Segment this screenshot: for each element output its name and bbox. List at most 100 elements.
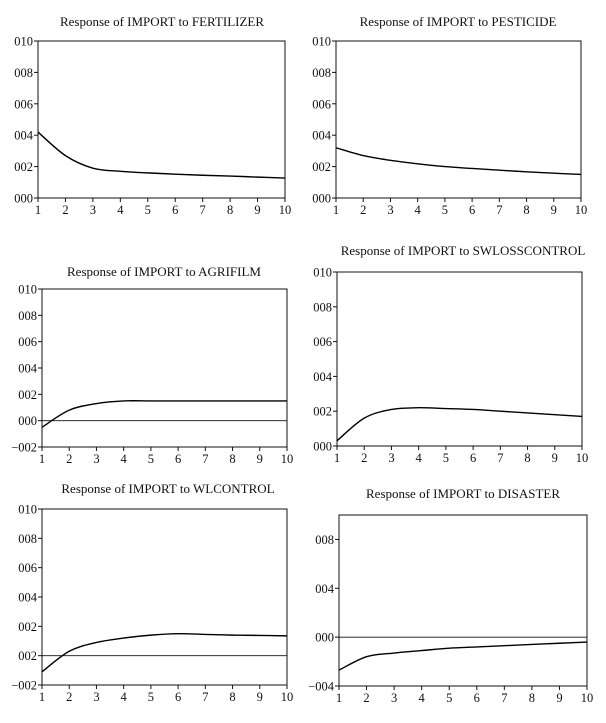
chart-panel-4: Response of IMPORT to SWLOSSCONTROL 000 00…: [313, 243, 588, 465]
y-tick-label: 010: [313, 266, 332, 280]
x-tick-label: 3: [93, 690, 99, 704]
y-tick-label: −004: [308, 680, 335, 694]
chart-panel-2: Response of IMPORT to PESTICIDE 000 002 004…: [312, 14, 587, 217]
x-tick-label: 9: [257, 690, 263, 704]
x-tick-label: 7: [501, 691, 507, 705]
chart-title: Response of IMPORT to PESTICIDE: [360, 14, 557, 29]
x-tick-label: 4: [415, 203, 422, 217]
y-tick-label: 000: [312, 192, 331, 206]
x-tick-label: 7: [497, 451, 503, 465]
y-tick-label: 000: [18, 414, 37, 428]
x-tick-label: 4: [121, 452, 128, 466]
y-tick-label: 008: [18, 309, 37, 323]
x-tick-label: 6: [474, 691, 480, 705]
chart-panel-3: Response of IMPORT to AGRIFILM −002 000 002…: [11, 264, 293, 466]
x-tick-label: 1: [336, 691, 342, 705]
chart-title: Response of IMPORT to WLCONTROL: [61, 481, 274, 496]
x-tick-label: 8: [227, 203, 233, 217]
x-tick-label: 9: [254, 203, 260, 217]
chart-panel-5: Response of IMPORT to WLCONTROL −002 002 00…: [11, 481, 293, 704]
chart-title: Response of IMPORT to SWLOSSCONTROL: [341, 243, 586, 258]
x-tick-label: 2: [66, 452, 72, 466]
y-tick-label: 008: [18, 532, 37, 546]
y-tick-label: 006: [18, 561, 37, 575]
x-tick-label: 5: [446, 691, 452, 705]
x-tick-label: 3: [391, 691, 397, 705]
y-tick-label: 004: [18, 591, 38, 605]
y-tick-label: 010: [312, 35, 331, 49]
response-line: [336, 407, 583, 442]
y-tick-label: 006: [14, 97, 33, 111]
x-tick-label: 5: [443, 451, 449, 465]
x-tick-label: 3: [93, 452, 99, 466]
x-tick-label: 3: [387, 203, 393, 217]
x-tick-label: 4: [416, 451, 423, 465]
y-tick-label: 000: [14, 192, 33, 206]
x-tick-label: 2: [361, 451, 367, 465]
y-tick-label: 000: [315, 631, 334, 645]
x-tick-label: 10: [281, 690, 294, 704]
response-line: [41, 632, 288, 673]
y-tick-label: 006: [18, 335, 37, 349]
chart-title: Response of IMPORT to AGRIFILM: [67, 264, 261, 279]
y-tick-label: 002: [313, 405, 332, 419]
x-tick-label: 6: [172, 203, 178, 217]
x-tick-label: 6: [470, 451, 476, 465]
y-tick-label: 004: [18, 362, 38, 376]
x-tick-label: 7: [202, 452, 208, 466]
x-tick-label: 10: [576, 451, 589, 465]
x-tick-label: 8: [524, 451, 530, 465]
response-line: [37, 131, 286, 179]
plot-frame: [335, 40, 582, 199]
x-tick-label: 10: [575, 203, 588, 217]
y-tick-label: 008: [312, 66, 331, 80]
y-tick-label: 002: [312, 160, 331, 174]
x-tick-label: 6: [175, 452, 181, 466]
x-tick-label: 1: [39, 690, 45, 704]
x-tick-label: 5: [148, 690, 154, 704]
plot-frame: [41, 508, 288, 686]
x-tick-label: 7: [200, 203, 206, 217]
x-tick-label: 8: [229, 452, 235, 466]
y-tick-label: 002: [14, 160, 33, 174]
plot-frame: [338, 514, 588, 687]
x-tick-label: 8: [229, 690, 235, 704]
y-tick-label: 008: [313, 300, 332, 314]
x-tick-label: 5: [145, 203, 151, 217]
chart-title: Response of IMPORT to DISASTER: [366, 486, 560, 501]
x-tick-label: 10: [279, 203, 292, 217]
y-tick-label: 008: [14, 66, 33, 80]
plot-frame: [37, 40, 286, 199]
plot-frame: [41, 288, 288, 448]
y-tick-label: 002: [18, 620, 37, 634]
x-tick-label: 4: [121, 690, 128, 704]
x-tick-label: 10: [281, 452, 294, 466]
x-tick-label: 8: [523, 203, 529, 217]
y-tick-label: 006: [313, 335, 332, 349]
chart-title: Response of IMPORT to FERTILIZER: [60, 14, 264, 29]
x-tick-label: 2: [360, 203, 366, 217]
x-tick-label: 4: [419, 691, 426, 705]
x-tick-label: 9: [556, 691, 562, 705]
x-tick-label: 5: [442, 203, 448, 217]
y-tick-label: 004: [313, 370, 333, 384]
plot-frame: [336, 271, 583, 447]
y-tick-label: 004: [315, 582, 335, 596]
y-tick-label: 004: [312, 129, 332, 143]
chart-panel-1: Response of IMPORT to FERTILIZER 000 002 00…: [14, 14, 291, 217]
x-tick-label: 9: [551, 203, 557, 217]
response-line: [335, 147, 582, 176]
x-tick-label: 1: [334, 451, 340, 465]
x-tick-label: 2: [62, 203, 68, 217]
y-tick-label: 004: [14, 129, 34, 143]
x-tick-label: 4: [117, 203, 124, 217]
x-tick-label: 3: [388, 451, 394, 465]
x-tick-label: 6: [469, 203, 475, 217]
y-tick-label: 010: [14, 35, 33, 49]
y-tick-label: 008: [315, 533, 334, 547]
x-tick-label: 9: [552, 451, 558, 465]
y-tick-label: 002: [18, 388, 37, 402]
x-tick-label: 9: [257, 452, 263, 466]
y-tick-label: −002: [11, 441, 37, 455]
chart-panel-6: Response of IMPORT to DISASTER −004 000 004…: [308, 486, 593, 705]
